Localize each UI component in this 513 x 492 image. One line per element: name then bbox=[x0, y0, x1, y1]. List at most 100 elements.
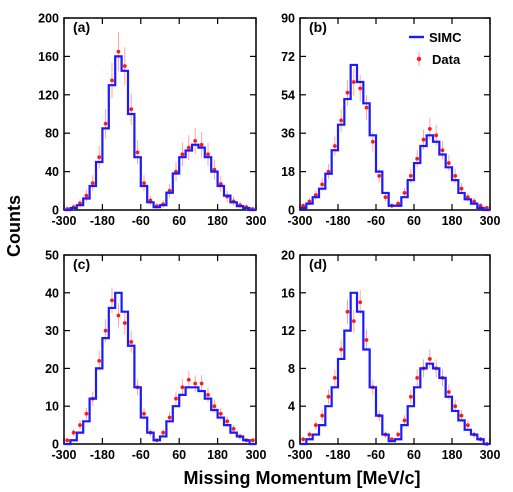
panel-d-x-tick-label: -60 bbox=[367, 448, 385, 462]
panel-c-data-point bbox=[218, 411, 223, 416]
panel-c-data-point bbox=[212, 404, 217, 409]
panel-c-simc-histogram bbox=[64, 291, 256, 446]
panel-a-data-point bbox=[122, 64, 127, 68]
panel-b-data-point bbox=[421, 137, 426, 142]
panel-b: -300 -180 -60 60 180 300 0 18 36 54 72 90 (b) bbox=[281, 12, 500, 229]
panel-d-data-point bbox=[446, 390, 451, 394]
y-axis-label: Counts bbox=[4, 195, 24, 257]
panel-d-x-tick-label: -300 bbox=[287, 448, 312, 462]
panel-d-data-point bbox=[345, 309, 350, 314]
panel-c-data-point bbox=[97, 358, 102, 363]
panel-c-x-tick-label: 300 bbox=[246, 448, 267, 462]
panel-d-data-point bbox=[320, 413, 325, 418]
panel-b-y-tick-label: 72 bbox=[281, 50, 295, 64]
panel-d-y-tick-label: 12 bbox=[281, 324, 295, 338]
panel-c: -300 -180 -60 60 180 300 0 10 20 30 40 50 (c) bbox=[45, 249, 266, 463]
panel-b-data-point bbox=[427, 127, 432, 131]
panel-a-data-point bbox=[116, 49, 121, 54]
panel-c-data-point bbox=[65, 438, 70, 443]
panel-d-x-tick-label: -180 bbox=[325, 448, 350, 462]
panel-b-data-point bbox=[364, 105, 369, 110]
panel-b-data-point bbox=[396, 201, 401, 206]
panel-c-x-tick-label: -180 bbox=[90, 448, 115, 462]
panel-c-x-tick-label: -300 bbox=[51, 448, 76, 462]
panel-c-data-point bbox=[129, 340, 134, 344]
panel-a-data-point bbox=[186, 145, 191, 150]
panel-a-data-point bbox=[193, 138, 198, 143]
panel-d-data-point bbox=[364, 338, 369, 342]
panel-d-data-point bbox=[358, 300, 363, 305]
panel-a-frame bbox=[63, 17, 257, 211]
panel-c-data-point bbox=[199, 381, 204, 386]
panel-c-y-tick-label: 10 bbox=[45, 400, 59, 414]
panel-c-data-point bbox=[225, 419, 230, 424]
legend-data-label: Data bbox=[432, 52, 461, 67]
panel-a-data-point bbox=[110, 78, 114, 83]
panel-b-x-tick-label: -60 bbox=[367, 214, 385, 228]
panel-b-data-point bbox=[472, 199, 477, 204]
panel-c-data-point bbox=[116, 313, 121, 318]
panel-b-y-tick-label: 54 bbox=[281, 88, 295, 102]
panel-d-data-point bbox=[453, 404, 458, 409]
panel-b-data-point bbox=[370, 139, 375, 144]
panel-b-data-point bbox=[320, 182, 325, 187]
panel-c-x-tick-label: 60 bbox=[172, 448, 186, 462]
panel-b-data-point bbox=[453, 173, 458, 178]
panel-d-data-point bbox=[402, 418, 407, 423]
panel-c-data-point bbox=[110, 298, 114, 303]
panel-a-simc-histogram bbox=[64, 55, 256, 212]
panel-b-x-tick-label: -180 bbox=[325, 214, 350, 228]
panel-a-data-point bbox=[129, 107, 134, 112]
panel-a-y-tick-label: 120 bbox=[38, 88, 59, 102]
panel-b-data-point bbox=[415, 156, 420, 161]
panel-a: -300 -180 -60 60 180 300 0 40 80 120 160 200 (a) bbox=[38, 12, 266, 229]
panel-d-data-point bbox=[415, 375, 420, 380]
panel-b-simc-histogram bbox=[300, 63, 490, 212]
panel-a-data-point bbox=[97, 155, 102, 160]
panel-d: -300 -180 -60 60 180 300 0 4 8 12 16 20 (d) bbox=[281, 249, 500, 463]
panel-d-data-point bbox=[465, 423, 470, 427]
panel-d-data-point bbox=[396, 432, 401, 437]
panel-a-data-point bbox=[180, 152, 185, 157]
panel-b-data-point bbox=[408, 173, 413, 178]
panel-d-data-point bbox=[427, 357, 432, 361]
panel-c-y-tick-label: 20 bbox=[45, 362, 59, 376]
panel-a-data-point bbox=[206, 152, 210, 157]
panel-a-x-tick-label: 60 bbox=[172, 214, 186, 228]
panel-d-data-point bbox=[408, 394, 413, 399]
panel-c-data-point bbox=[78, 423, 82, 427]
panel-c-frame bbox=[63, 254, 257, 445]
panel-c-data-point bbox=[250, 438, 255, 443]
panel-c-data-point bbox=[142, 411, 146, 416]
panel-b-data-point bbox=[440, 148, 445, 153]
panel-c-data-point bbox=[193, 381, 198, 386]
panel-b-data-point bbox=[345, 90, 350, 95]
panel-c-data-point bbox=[186, 377, 191, 382]
panel-a-x-tick-label: -180 bbox=[90, 214, 115, 228]
panel-a-data-point bbox=[90, 181, 95, 186]
panel-b-data-point bbox=[446, 161, 451, 165]
panel-c-y-tick-label: 0 bbox=[52, 438, 59, 452]
panel-a-data-point bbox=[135, 150, 140, 155]
panel-d-y-tick-label: 16 bbox=[281, 286, 295, 300]
panel-a-x-tick-label: -300 bbox=[51, 214, 76, 228]
panel-a-x-tick-label: -60 bbox=[132, 214, 150, 228]
panel-b-data-point bbox=[301, 203, 306, 208]
panel-b-y-tick-label: 36 bbox=[281, 127, 295, 141]
panel-c-data-point bbox=[84, 411, 89, 416]
panel-b-x-tick-label: 60 bbox=[407, 214, 421, 228]
panel-c-data-point bbox=[180, 385, 185, 390]
panel-a-y-tick-label: 80 bbox=[45, 127, 59, 141]
panel-a-data-point bbox=[199, 142, 204, 147]
panel-a-y-tick-label: 40 bbox=[45, 165, 59, 179]
panel-d-y-tick-label: 0 bbox=[288, 438, 295, 452]
panel-c-y-tick-label: 30 bbox=[45, 324, 59, 338]
panel-d-data-point bbox=[351, 319, 356, 324]
legend-data-marker bbox=[416, 56, 422, 62]
panel-b-data-point bbox=[358, 86, 363, 91]
panel-b-data-point bbox=[377, 173, 382, 178]
panel-d-label: (d) bbox=[309, 256, 327, 272]
panel-a-y-tick-label: 160 bbox=[38, 50, 59, 64]
panel-b-data-point bbox=[332, 144, 337, 148]
